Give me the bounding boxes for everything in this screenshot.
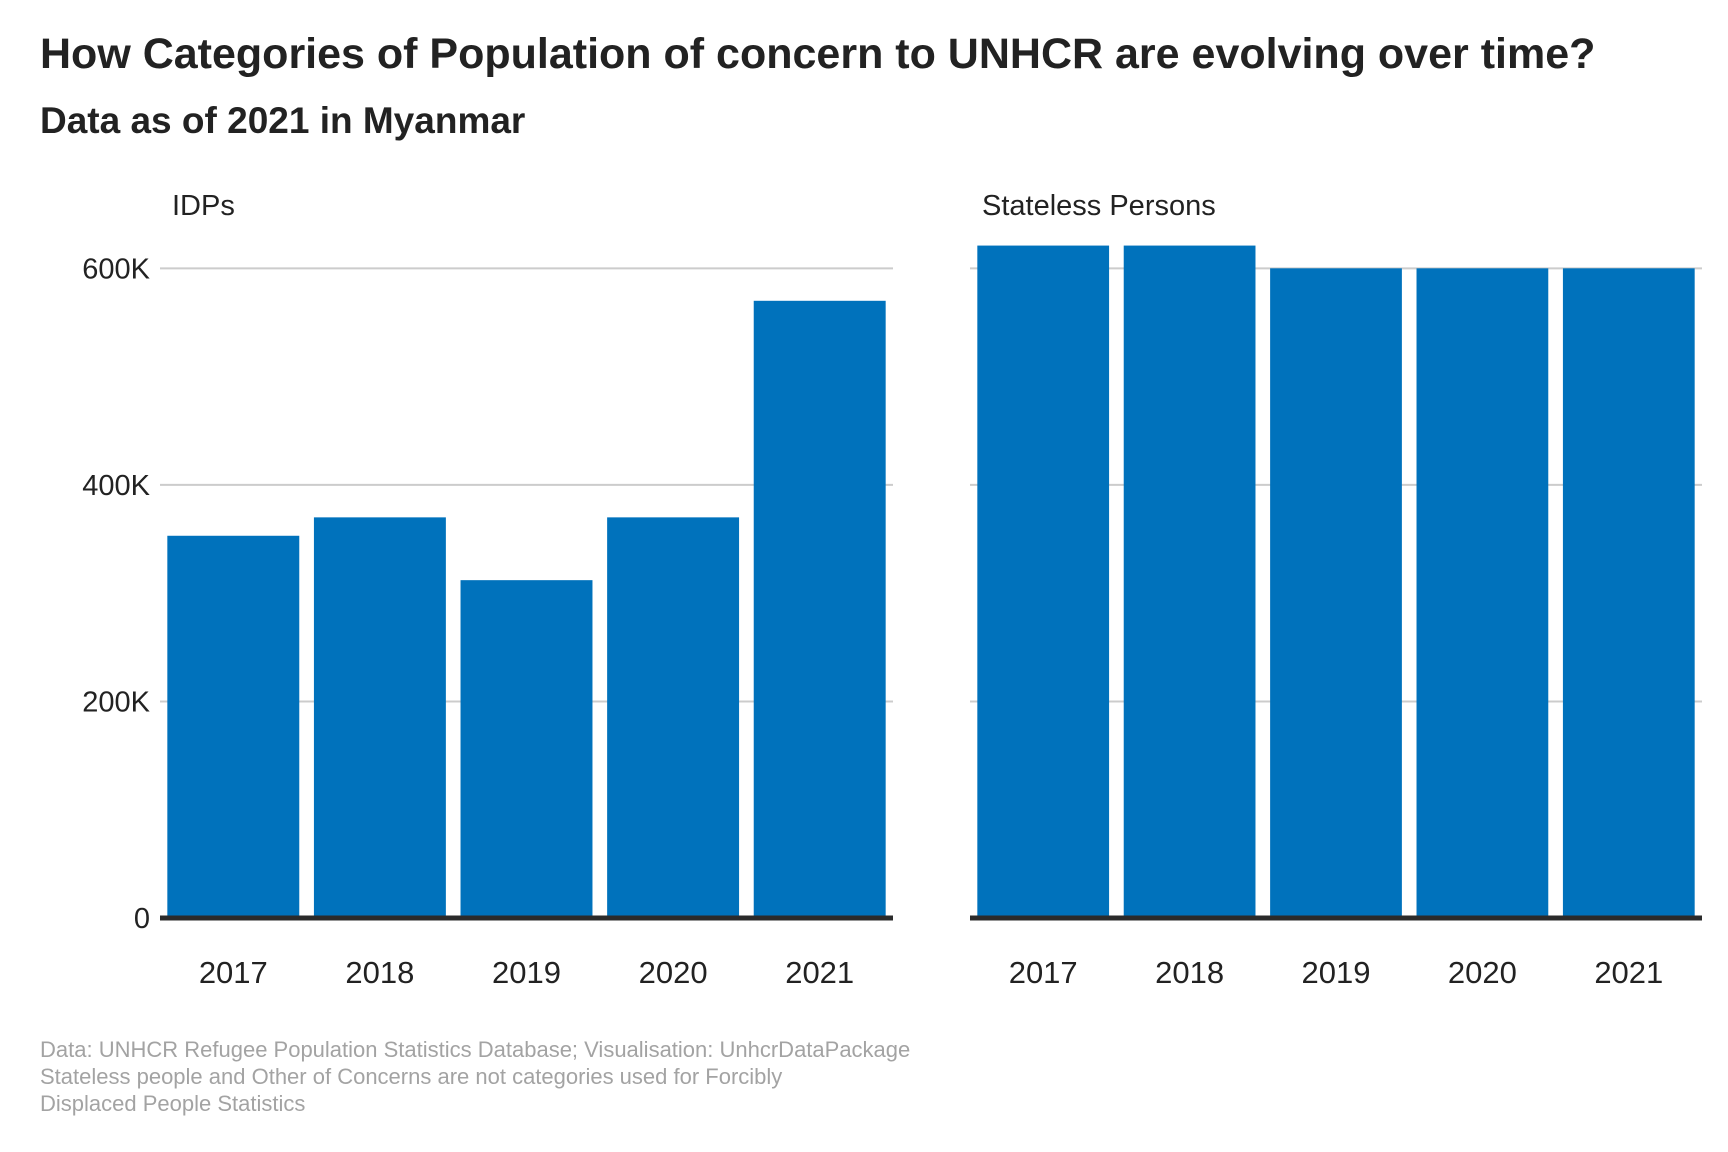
bar-0-2017 [167, 535, 300, 918]
bar-1-2020 [1416, 268, 1549, 918]
x-tick-label-1-2019: 2019 [1302, 955, 1371, 990]
x-tick-label-1-2021: 2021 [1594, 955, 1663, 990]
y-tick-label-3: 600K [82, 253, 150, 285]
y-tick-label-0: 0 [134, 903, 150, 935]
x-tick-label-0-2020: 2020 [639, 955, 708, 990]
x-tick-label-0-2019: 2019 [492, 955, 561, 990]
chart-caption: Data: UNHCR Refugee Population Statistic… [40, 1037, 911, 1116]
bar-0-2018 [313, 517, 446, 918]
x-tick-label-0-2021: 2021 [785, 955, 854, 990]
x-tick-label-0-2017: 2017 [199, 955, 268, 990]
bar-1-2021 [1562, 268, 1695, 918]
y-tick-label-2: 400K [82, 470, 150, 502]
y-tick-label-1: 200K [82, 686, 150, 718]
x-tick-label-1-2020: 2020 [1448, 955, 1517, 990]
bar-1-2018 [1123, 245, 1256, 919]
facet-label-0: IDPs [172, 190, 235, 222]
chart-title: How Categories of Population of concern … [40, 30, 1596, 78]
facet-label-1: Stateless Persons [982, 190, 1216, 222]
bar-1-2017 [977, 245, 1110, 919]
x-tick-label-1-2018: 2018 [1155, 955, 1224, 990]
x-tick-label-1-2017: 2017 [1009, 955, 1078, 990]
bar-0-2019 [460, 580, 593, 918]
x-tick-label-0-2018: 2018 [345, 955, 414, 990]
chart-subtitle: Data as of 2021 in Myanmar [40, 100, 526, 141]
bar-0-2021 [753, 300, 886, 918]
bar-1-2019 [1270, 268, 1402, 918]
bar-0-2020 [607, 517, 740, 918]
